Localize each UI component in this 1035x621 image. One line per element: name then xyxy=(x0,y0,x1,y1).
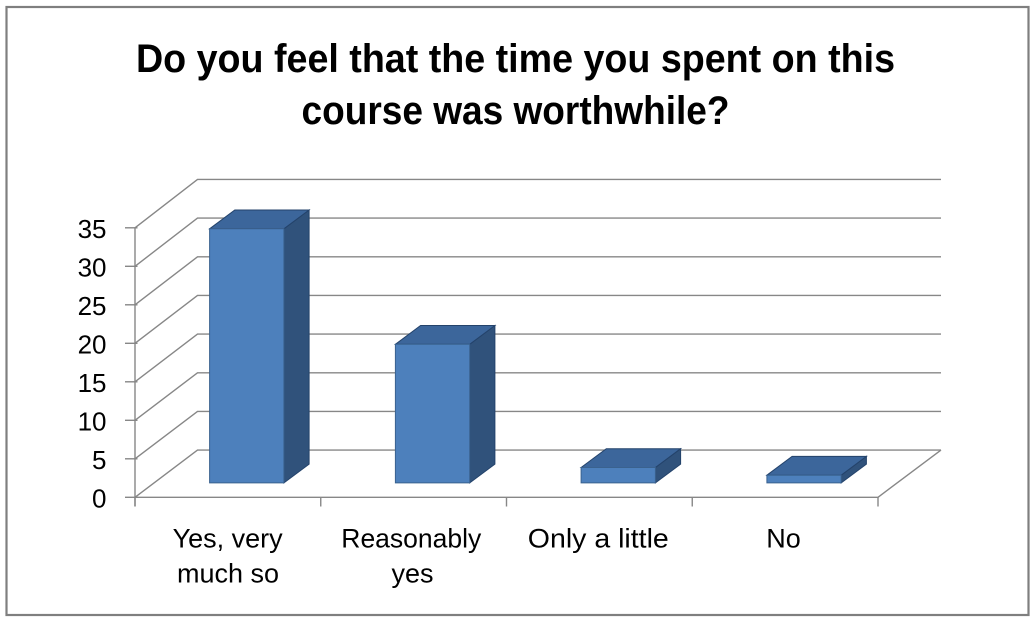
svg-text:course was worthwhile?: course was worthwhile? xyxy=(302,89,730,133)
svg-text:yes: yes xyxy=(391,559,433,589)
svg-text:10: 10 xyxy=(78,406,107,436)
svg-text:15: 15 xyxy=(78,368,107,398)
svg-text:35: 35 xyxy=(78,214,107,244)
svg-text:Reasonably: Reasonably xyxy=(341,524,481,554)
svg-text:No: No xyxy=(766,524,801,554)
svg-text:30: 30 xyxy=(78,252,107,282)
svg-text:25: 25 xyxy=(78,291,107,321)
svg-text:much so: much so xyxy=(177,559,279,589)
svg-text:0: 0 xyxy=(92,483,106,513)
svg-text:20: 20 xyxy=(78,329,107,359)
svg-text:Yes, very: Yes, very xyxy=(173,524,284,554)
svg-text:Do you feel that the time you: Do you feel that the time you spent on t… xyxy=(136,37,895,81)
svg-text:5: 5 xyxy=(92,445,106,475)
svg-text:Only a little: Only a little xyxy=(528,524,669,554)
